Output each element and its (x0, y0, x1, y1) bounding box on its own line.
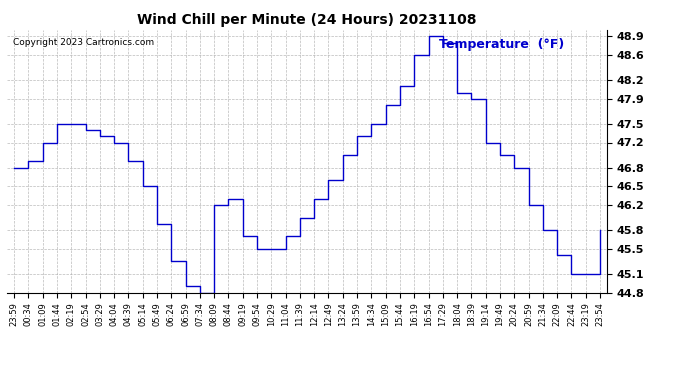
Title: Wind Chill per Minute (24 Hours) 20231108: Wind Chill per Minute (24 Hours) 2023110… (137, 13, 477, 27)
Text: Temperature  (°F): Temperature (°F) (439, 38, 564, 51)
Text: Copyright 2023 Cartronics.com: Copyright 2023 Cartronics.com (13, 38, 154, 47)
